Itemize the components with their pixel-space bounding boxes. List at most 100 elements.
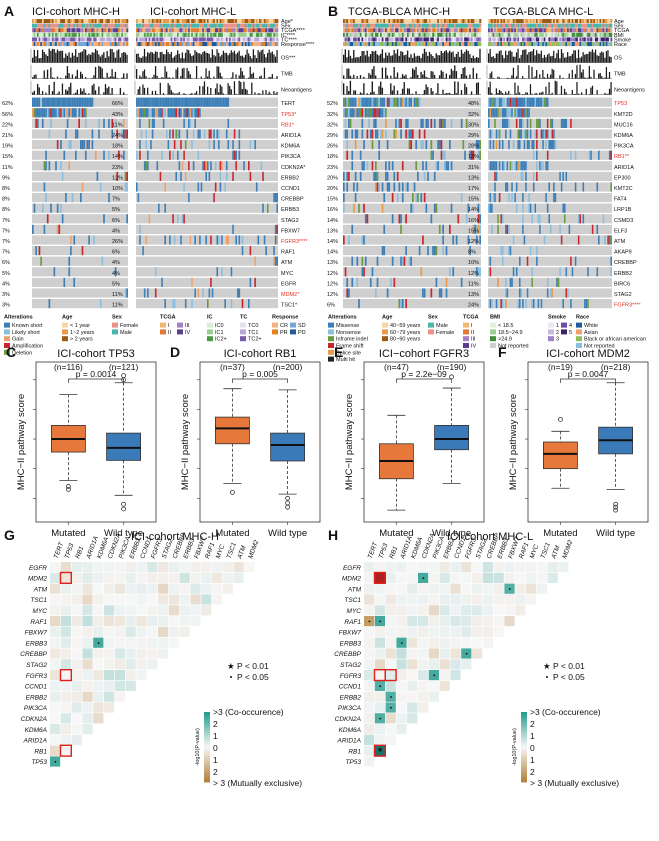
bar-mark bbox=[526, 92, 528, 95]
oncoprint-mutation bbox=[175, 171, 178, 181]
heatmap-cell bbox=[50, 724, 61, 735]
oncoprint-mutation bbox=[497, 108, 499, 118]
oncoprint-mutation bbox=[363, 161, 365, 171]
heatmap-cell bbox=[407, 637, 418, 648]
annotation-cell bbox=[99, 19, 102, 24]
oncoprint-mutation bbox=[401, 299, 404, 309]
annotation-cell bbox=[262, 37, 265, 42]
oncoprint-mutation bbox=[546, 161, 549, 171]
bar-mark bbox=[604, 92, 606, 95]
annotation-cell bbox=[195, 37, 198, 42]
bar-mark bbox=[582, 52, 584, 63]
oncoprint-mutation bbox=[390, 277, 392, 287]
oncoprint-mutation bbox=[66, 108, 69, 118]
boxplot-frame bbox=[527, 361, 649, 523]
annotation-cell bbox=[395, 37, 398, 42]
annotation-cell bbox=[53, 19, 56, 24]
bar-mark bbox=[88, 93, 90, 95]
oncoprint-mutation bbox=[184, 97, 187, 107]
annotation-cell bbox=[455, 32, 458, 37]
oncoprint-mutation bbox=[203, 129, 206, 139]
annotation-cell bbox=[472, 23, 475, 28]
annotation-cell bbox=[469, 23, 472, 28]
annotation-cell bbox=[235, 42, 238, 47]
annotation-cell bbox=[574, 42, 577, 47]
annotation-cell bbox=[81, 42, 84, 47]
oncoprint-mutation bbox=[562, 118, 564, 128]
bar-mark bbox=[60, 50, 62, 63]
annotation-cell bbox=[156, 28, 159, 33]
annotation-cell bbox=[495, 42, 498, 47]
oncoprint-mutation bbox=[364, 97, 367, 107]
annotation-cell bbox=[378, 19, 381, 24]
legend-swatch bbox=[463, 336, 469, 342]
annotation-cell bbox=[68, 42, 71, 47]
oncoprint-mutation bbox=[140, 108, 143, 118]
bar-mark bbox=[417, 55, 419, 63]
annotation-cell bbox=[494, 28, 497, 33]
annotation-cell bbox=[475, 19, 478, 24]
annotation-cell bbox=[210, 19, 213, 24]
bar-mark bbox=[590, 51, 592, 63]
heatmap-cell bbox=[82, 626, 93, 637]
colorbar-axis-label: -log10(P-value) bbox=[195, 728, 201, 766]
annotation-cell bbox=[96, 32, 99, 37]
bar-mark bbox=[98, 86, 100, 95]
oncoprint-mutation bbox=[413, 182, 416, 192]
bar-mark bbox=[437, 55, 439, 63]
bar-mark bbox=[184, 52, 187, 63]
heatmap-cell bbox=[428, 572, 439, 583]
annotation-cell bbox=[60, 32, 63, 37]
annotation-cell bbox=[194, 19, 197, 24]
annotation-cell bbox=[246, 23, 249, 28]
annotation-cell bbox=[173, 42, 176, 47]
oncoprint-mutation bbox=[348, 288, 350, 298]
annotation-cell bbox=[249, 37, 252, 42]
oncoprint-mutation bbox=[545, 193, 547, 203]
oncoprint-mutation bbox=[207, 161, 209, 171]
annotation-cell bbox=[363, 23, 366, 28]
annotation-cell bbox=[343, 32, 345, 37]
annotation-cell bbox=[255, 37, 258, 42]
annotation-cell bbox=[75, 23, 77, 28]
oncoprint-mutation bbox=[123, 118, 125, 128]
annotation-cell bbox=[71, 37, 74, 42]
annotation-cell bbox=[233, 19, 236, 24]
annotation-cell bbox=[136, 32, 138, 37]
annotation-cell bbox=[596, 19, 599, 24]
oncoprint-mutation bbox=[354, 140, 357, 150]
annotation-cell bbox=[428, 23, 431, 28]
annotation-cell bbox=[590, 28, 593, 33]
bar-mark bbox=[548, 53, 550, 63]
bar-mark bbox=[581, 92, 583, 95]
bar-mark bbox=[240, 55, 242, 63]
oncoprint-mutation bbox=[393, 129, 396, 139]
annotation-cell bbox=[607, 42, 610, 47]
annotation-cell bbox=[188, 37, 190, 42]
oncoprint-mutation bbox=[354, 171, 357, 181]
annotation-cell bbox=[590, 37, 593, 42]
oncoprint-mutation bbox=[159, 171, 162, 181]
bar-mark bbox=[121, 53, 123, 63]
annotation-cell bbox=[106, 23, 109, 28]
gene-label: FGFR3**** bbox=[614, 303, 641, 309]
annotation-cell bbox=[364, 19, 367, 24]
oncoprint-row-bg bbox=[488, 277, 612, 287]
bar-mark bbox=[489, 73, 491, 79]
bar-mark bbox=[240, 67, 242, 79]
oncoprint-mutation bbox=[369, 108, 372, 118]
annotation-cell bbox=[588, 28, 591, 33]
oncoprint-mutation bbox=[202, 288, 204, 298]
annotation-cell bbox=[440, 42, 443, 47]
heatmap-cell bbox=[125, 659, 136, 670]
oncoprint-mutation bbox=[192, 161, 195, 171]
oncoprint-mutation bbox=[73, 97, 76, 107]
oncoprint-mutation bbox=[508, 118, 510, 128]
oncoprint-mutation bbox=[526, 129, 529, 139]
annotation-cell bbox=[271, 23, 274, 28]
gene-label: CCND1 bbox=[281, 186, 300, 192]
annotation-cell bbox=[596, 23, 599, 28]
annotation-cell bbox=[344, 32, 347, 37]
annotation-cell bbox=[344, 23, 347, 28]
oncoprint-mutation bbox=[403, 256, 406, 266]
